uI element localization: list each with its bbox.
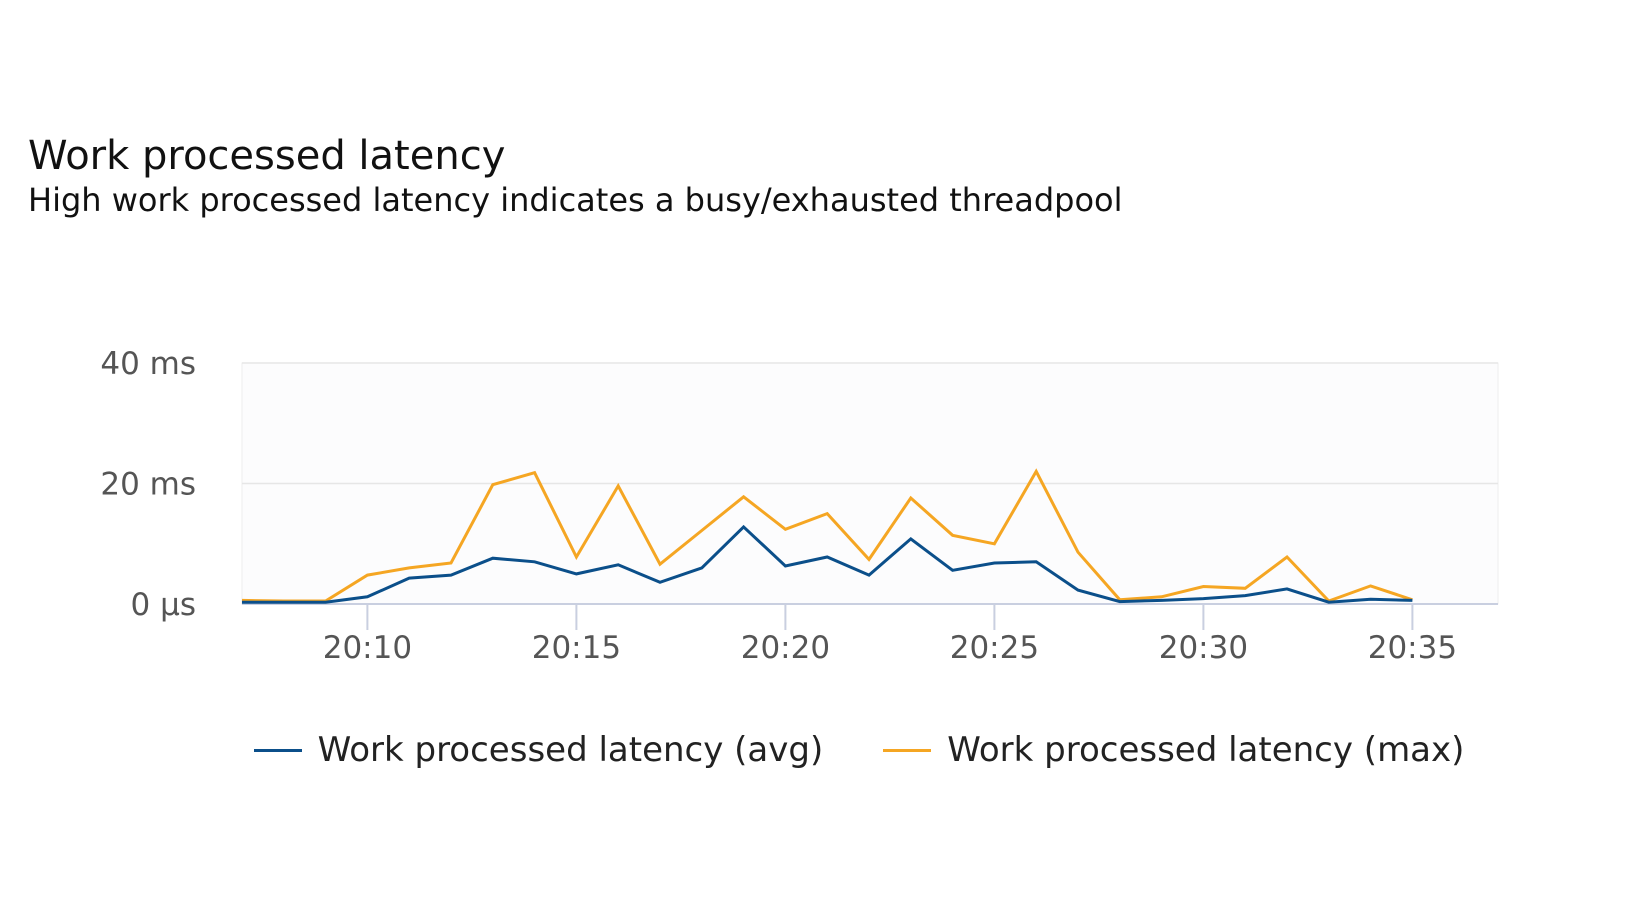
y-tick-label: 0 µs (131, 587, 196, 623)
legend-label-avg: Work processed latency (avg) (317, 730, 824, 770)
legend-item-avg[interactable]: Work processed latency (avg) (253, 730, 824, 770)
legend-label-max: Work processed latency (max) (947, 730, 1465, 770)
chart-title: Work processed latency (28, 133, 506, 179)
x-tick-label: 20:30 (1159, 630, 1248, 666)
series-line-avg (242, 524, 1413, 604)
x-tick-label: 20:10 (323, 630, 412, 666)
chart-subtitle: High work processed latency indicates a … (28, 181, 1123, 219)
series-line-max (241, 468, 1413, 603)
legend-swatch-avg (253, 748, 302, 752)
x-tick-label: 20:25 (950, 630, 1039, 666)
legend-item-max[interactable]: Work processed latency (max) (883, 730, 1464, 770)
x-tick-label: 20:15 (532, 630, 621, 666)
chart-legend: Work processed latency (avg) Work proces… (0, 730, 1638, 770)
y-tick-label: 40 ms (100, 346, 196, 382)
legend-swatch-max (883, 748, 932, 752)
x-tick-label: 20:35 (1368, 630, 1457, 666)
y-tick-label: 20 ms (100, 467, 196, 503)
x-tick-label: 20:20 (741, 630, 830, 666)
chart-header: Work processed latency High work process… (28, 132, 1122, 220)
